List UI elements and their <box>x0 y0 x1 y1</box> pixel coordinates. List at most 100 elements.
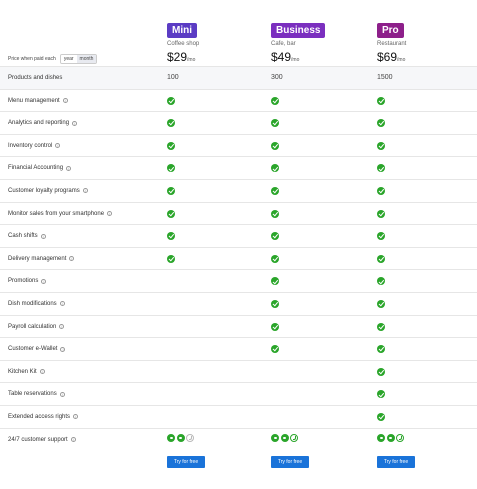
plan-mini-price-value: $29 <box>167 50 188 64</box>
row-label: Analytics and reporting i <box>8 120 78 127</box>
products-value-business: 300 <box>271 74 283 81</box>
phone-icon <box>290 433 298 442</box>
check-icon <box>377 96 385 105</box>
table-row: Dish modifications i <box>0 291 477 315</box>
table-row: Delivery management i <box>0 246 477 270</box>
billing-toggle: year month <box>59 54 98 64</box>
try-free-button-business[interactable]: Try for free <box>271 456 309 468</box>
row-label: Customer e-Wallet i <box>8 346 66 353</box>
check-icon <box>377 119 385 128</box>
feature-cell-pro <box>377 299 407 310</box>
feature-cell-business <box>271 322 301 333</box>
feature-cell-mini <box>167 186 197 197</box>
check-icon <box>377 277 385 286</box>
feature-cell-mini <box>167 96 197 107</box>
info-icon[interactable]: i <box>66 165 72 171</box>
messenger-icon <box>176 433 185 442</box>
check-icon <box>271 164 279 173</box>
row-label: Products and dishes <box>8 75 63 81</box>
plan-business-price-period: /mo <box>291 57 300 63</box>
check-icon <box>377 254 385 263</box>
info-icon[interactable]: i <box>59 324 65 330</box>
feature-cell-pro <box>377 186 407 197</box>
plan-mini-price: $29/mo <box>167 50 267 64</box>
check-icon <box>377 412 385 421</box>
row-label: Kitchen Kit i <box>8 369 45 375</box>
info-icon[interactable]: i <box>69 256 75 262</box>
feature-label: Analytics and reporting <box>8 120 70 127</box>
info-icon[interactable]: i <box>72 120 78 126</box>
row-label: Table reservations i <box>8 391 65 397</box>
info-icon[interactable]: i <box>59 391 65 397</box>
info-icon[interactable]: i <box>70 437 76 442</box>
products-value-mini: 100 <box>167 74 179 81</box>
check-icon <box>271 141 279 150</box>
feature-cell-pro <box>377 367 407 378</box>
table-row: Cash shifts i <box>0 224 477 247</box>
row-label: Monitor sales from your smartphone i <box>8 210 113 217</box>
row-label: Financial Accounting i <box>8 165 72 171</box>
info-icon[interactable]: i <box>59 301 65 307</box>
feature-label: Extended access rights <box>8 413 71 420</box>
plan-pro-price-period: /mo <box>397 57 406 63</box>
info-icon[interactable]: i <box>55 143 61 149</box>
check-icon <box>167 164 175 173</box>
feature-cell-business <box>271 119 301 129</box>
billing-option-month[interactable]: month <box>76 55 97 63</box>
info-icon[interactable]: i <box>82 188 88 194</box>
plan-business-badge: Business <box>271 23 326 38</box>
plan-mini-subtitle: Coffee shop <box>167 41 200 47</box>
info-icon[interactable]: i <box>39 369 45 375</box>
check-icon <box>167 141 175 150</box>
row-label: Inventory control i <box>8 143 61 149</box>
table-row: Kitchen Kit i <box>0 359 477 383</box>
feature-cell-business <box>271 96 301 107</box>
plan-mini-header: Mini Coffee shop $29/mo <box>167 20 267 64</box>
check-icon <box>377 367 385 376</box>
plan-pro-price: $69/mo <box>377 50 477 64</box>
check-icon <box>271 299 279 308</box>
check-icon <box>377 299 385 308</box>
check-icon <box>377 186 385 195</box>
row-label: Customer loyalty programs i <box>8 188 88 194</box>
info-icon[interactable]: i <box>107 211 113 217</box>
feature-label: Dish modifications <box>8 300 57 307</box>
info-icon[interactable]: i <box>62 98 68 104</box>
row-label: Payroll calculation i <box>8 324 65 330</box>
feature-label: Menu management <box>8 97 60 104</box>
try-free-button-mini[interactable]: Try for free <box>167 456 205 468</box>
chat-icon <box>271 433 279 442</box>
feature-cell-mini <box>167 119 197 129</box>
info-icon[interactable]: i <box>40 233 46 239</box>
feature-label: Customer e-Wallet <box>8 346 58 353</box>
info-icon[interactable]: i <box>73 414 79 420</box>
check-icon <box>377 141 385 150</box>
feature-cell-pro <box>377 390 407 400</box>
plan-pro-badge: Pro <box>377 23 404 38</box>
feature-cell-mini <box>167 141 197 152</box>
feature-cell-pro <box>377 164 407 174</box>
check-icon <box>271 96 279 105</box>
plan-business-price: $49/mo <box>271 50 371 64</box>
billing-option-year[interactable]: year <box>60 55 77 63</box>
feature-comparison-table: Products and dishes 100 300 1500 Menu ma… <box>0 66 477 450</box>
plan-pro-subtitle: Restaurant <box>377 41 407 47</box>
feature-cell-business <box>271 254 301 265</box>
check-icon <box>271 254 279 263</box>
row-label: Delivery management i <box>8 256 75 262</box>
feature-cell-pro <box>377 412 407 423</box>
info-icon[interactable]: i <box>60 346 66 352</box>
try-free-button-pro[interactable]: Try for free <box>377 456 415 468</box>
table-row: Analytics and reporting i <box>0 111 477 134</box>
feature-cell-mini <box>167 209 197 220</box>
feature-label: Customer loyalty programs <box>8 187 80 194</box>
feature-label: Monitor sales from your smartphone <box>8 210 105 217</box>
row-label: Promotions i <box>8 278 47 284</box>
check-icon <box>271 119 279 128</box>
messenger-icon <box>280 433 289 442</box>
table-row: Menu management i <box>0 88 477 112</box>
info-icon[interactable]: i <box>41 278 47 284</box>
check-icon <box>377 390 385 399</box>
feature-cell-business <box>271 141 301 152</box>
table-row: Payroll calculation i <box>0 314 477 338</box>
